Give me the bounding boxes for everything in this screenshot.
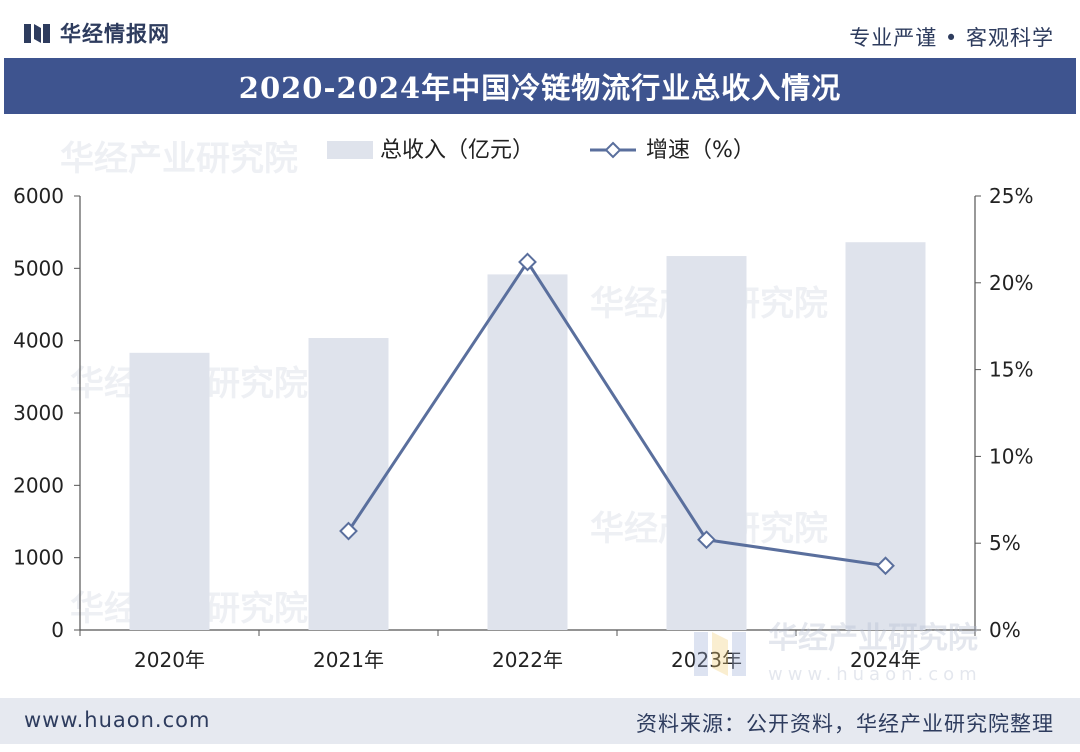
y-left-tick-label: 3000 (13, 401, 64, 425)
growth-line (347, 260, 886, 568)
top-bar: 华经情报网 专业严谨 • 客观科学 (0, 8, 1080, 58)
y-right-tick-label: 20% (989, 271, 1033, 295)
y-left-tick-label: 6000 (13, 184, 64, 208)
axes: 0 1000 2000 3000 4000 5000 6000 0% 5% 10% 15% 20% 25… (13, 184, 1033, 672)
footer-site: www.huaon.com (24, 708, 211, 732)
watermark-site-text: www.huaon.com (768, 664, 982, 685)
legend-marker-line (604, 141, 622, 159)
watermark-logo-icon (694, 632, 746, 676)
chart-title: 2020-2024年中国冷链物流行业总收入情况 (238, 71, 842, 105)
y-left-tick-label: 0 (51, 618, 64, 642)
y-right-tick-label: 15% (989, 358, 1033, 382)
legend: 总收入（亿元） 增速（%） (327, 138, 755, 163)
y-right-tick-label: 5% (989, 531, 1021, 555)
x-tick-label: 2020年 (134, 648, 205, 672)
watermark-brand-text: 华经产业研究院 (768, 621, 978, 656)
bar (129, 352, 210, 630)
x-tick-label: 2024年 (850, 648, 921, 672)
slogan: 专业严谨 • 客观科学 (849, 26, 1054, 50)
bar (308, 337, 389, 630)
footer-source: 资料来源：公开资料，华经产业研究院整理 (636, 712, 1054, 736)
growth-point (518, 252, 537, 272)
growth-point (876, 556, 895, 576)
watermark-brand: 华经产业研究院 www.huaon.com (768, 621, 982, 685)
y-right-tick-label: 10% (989, 444, 1033, 468)
brand-logo-icon (24, 24, 50, 43)
y-left-tick-label: 1000 (13, 546, 64, 570)
x-tick-label: 2023年 (671, 648, 742, 672)
footer: www.huaon.com 资料来源：公开资料，华经产业研究院整理 (0, 698, 1080, 744)
legend-label-line: 增速（%） (646, 138, 755, 163)
brand-name: 华经情报网 (60, 22, 170, 46)
bar (666, 256, 747, 630)
combo-chart: 华经产业研究院 华经产业研究院 华经产业研究院 华经产业研究院 华经产业研究院 … (13, 138, 1033, 685)
y-right-tick-label: 0% (989, 618, 1021, 642)
y-left-tick-label: 2000 (13, 473, 64, 497)
bar (487, 274, 568, 630)
title-banner: 2020-2024年中国冷链物流行业总收入情况 (4, 58, 1076, 114)
growth-point (339, 521, 358, 541)
brand: 华经情报网 (22, 18, 170, 48)
y-left-tick-label: 4000 (13, 329, 64, 353)
x-tick-label: 2022年 (492, 648, 563, 672)
growth-point (697, 530, 716, 550)
y-right-tick-label: 25% (989, 184, 1033, 208)
x-tick-label: 2021年 (313, 648, 384, 672)
y-left-tick-label: 5000 (13, 256, 64, 280)
watermark-text: 华经产业研究院 (60, 139, 298, 179)
legend-swatch-bar (327, 141, 373, 159)
chart-area: 华经产业研究院 华经产业研究院 华经产业研究院 华经产业研究院 华经产业研究院 … (0, 120, 1080, 690)
line-series (339, 252, 895, 576)
legend-label-bar: 总收入（亿元） (380, 138, 534, 163)
